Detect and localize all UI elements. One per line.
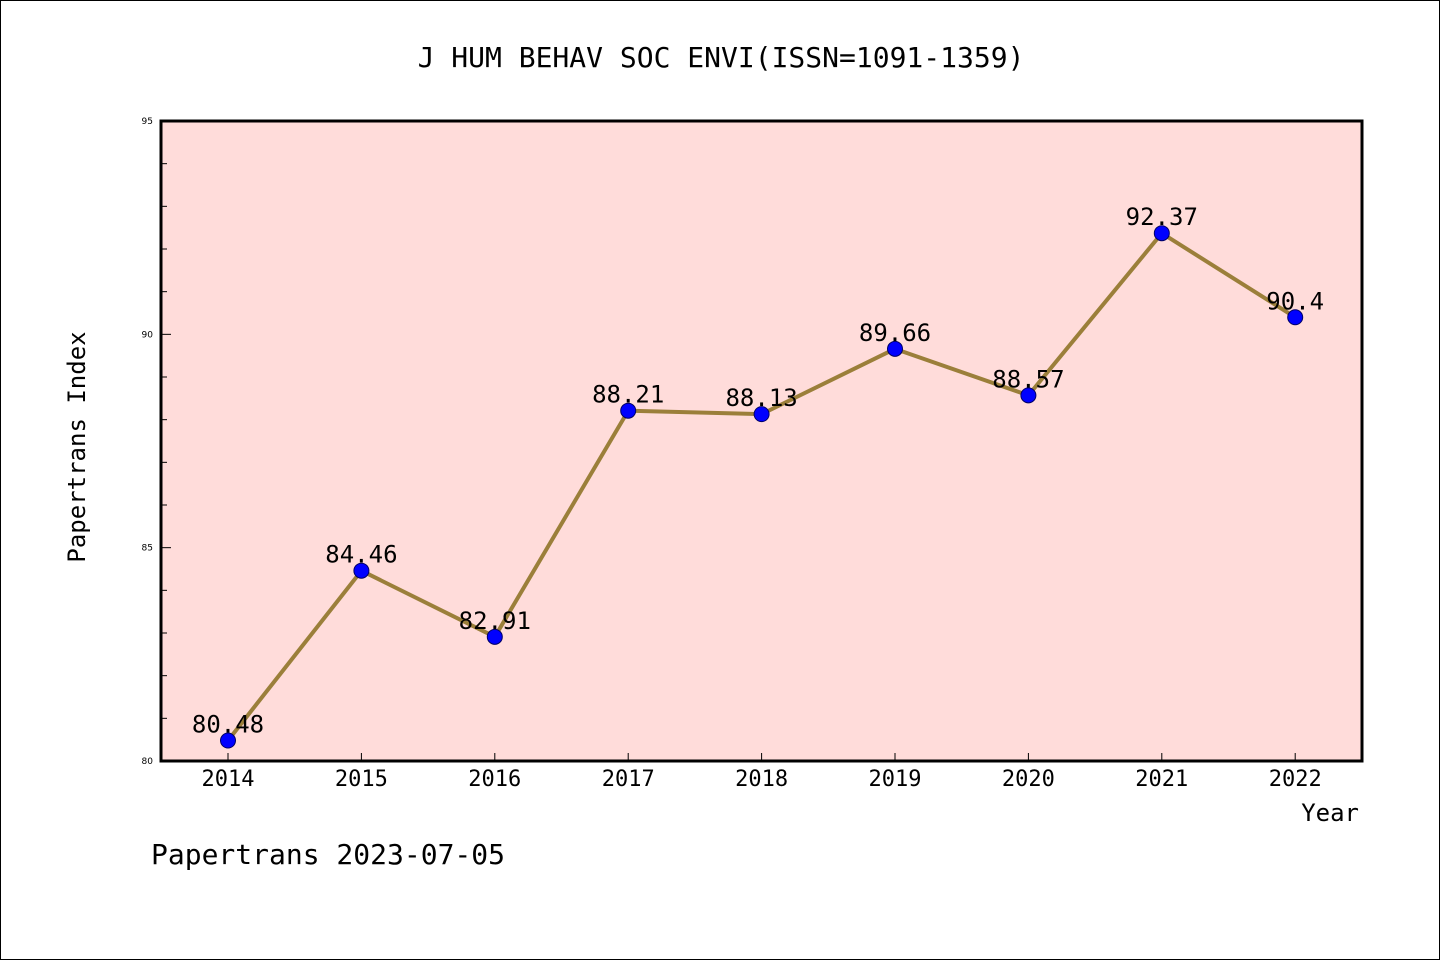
x-axis: 2014 2015 2016 2017 2018 2019 2020 2021 2022 xyxy=(202,753,1322,792)
y-tick-label: 85 xyxy=(142,544,153,554)
y-tick-label: 95 xyxy=(142,117,153,127)
data-label: 90.4 xyxy=(1266,287,1324,315)
data-point xyxy=(353,562,370,579)
data-point xyxy=(887,340,903,357)
x-tick-label: 2022 xyxy=(1269,767,1322,792)
series-markers xyxy=(220,225,1304,749)
x-tick-label: 2016 xyxy=(468,767,521,792)
data-label: 82.91 xyxy=(459,607,531,635)
footer-date-stamp: Papertrans 2023-07-05 xyxy=(151,838,505,871)
x-tick-label: 2014 xyxy=(202,767,255,792)
x-tick-label: 2019 xyxy=(869,767,922,792)
x-tick-label: 2020 xyxy=(1002,767,1055,792)
y-tick-label: 80 xyxy=(142,757,154,767)
x-tick-label: 2021 xyxy=(1135,767,1188,792)
data-label: 88.21 xyxy=(592,381,664,409)
data-point xyxy=(220,732,236,749)
data-label: 88.57 xyxy=(992,365,1064,393)
data-label: 80.48 xyxy=(192,711,264,739)
y-axis-title: Papertrans Index xyxy=(63,331,91,562)
x-tick-label: 2017 xyxy=(602,767,655,792)
data-point xyxy=(620,402,637,419)
data-label: 89.66 xyxy=(859,319,931,347)
data-label: 92.37 xyxy=(1126,203,1198,231)
data-label: 84.46 xyxy=(325,541,397,569)
data-point xyxy=(753,406,770,423)
data-label: 88.13 xyxy=(725,384,797,412)
chart-title: J HUM BEHAV SOC ENVI(ISSN=1091-1359) xyxy=(418,41,1025,74)
x-axis-title: Year xyxy=(1301,799,1359,827)
x-tick-label: 2015 xyxy=(335,767,388,792)
x-tick-label: 2018 xyxy=(735,767,788,792)
data-point xyxy=(1153,225,1170,242)
data-point xyxy=(486,628,503,645)
y-tick-label: 90 xyxy=(142,330,154,340)
data-labels: 80.48 84.46 82.91 88.21 88.13 89.66 88.57 92.37… xyxy=(192,203,1324,738)
data-point xyxy=(1287,309,1304,326)
plot-border xyxy=(159,119,1364,763)
data-point xyxy=(1020,387,1037,404)
